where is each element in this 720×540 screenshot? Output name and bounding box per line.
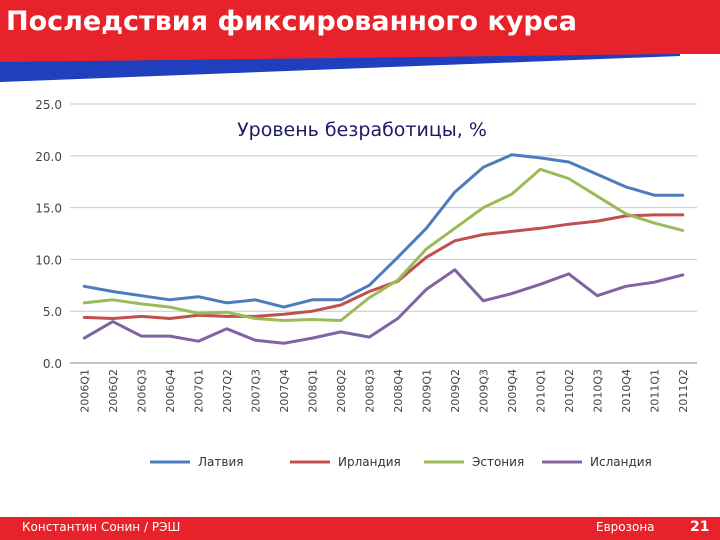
series-line-1 (82, 153, 685, 309)
x-tick-label: 2006Q1 (78, 369, 91, 413)
title-bar (0, 0, 720, 48)
y-tick-label: 5.0 (43, 305, 62, 319)
x-tick-label: 2009Q2 (449, 369, 462, 413)
x-tick-label: 2006Q2 (107, 369, 120, 413)
x-tick-label: 2007Q3 (249, 369, 262, 413)
x-tick-label: 2006Q4 (164, 369, 177, 413)
decorative-stripe (0, 48, 720, 82)
y-tick-label: 15.0 (35, 202, 62, 216)
footer-author: Константин Сонин / РЭШ (22, 520, 181, 534)
x-tick-label: 2009Q4 (506, 369, 519, 413)
chart-title: Уровень безработицы, % (237, 119, 487, 141)
x-tick-label: 2008Q2 (335, 369, 348, 413)
x-tick-label: 2007Q2 (221, 369, 234, 413)
x-tick-label: 2010Q3 (591, 369, 604, 413)
legend-label: Исландия (590, 455, 652, 469)
series-line-4 (82, 268, 685, 345)
y-tick-label: 20.0 (35, 150, 62, 164)
axis-layer: 0.0 5.0 10.0 15.0 20.0 25.0 2006Q1 2006Q2 2006Q3… (35, 98, 697, 413)
x-tick-label: 2010Q4 (620, 369, 633, 413)
grid-layer (70, 103, 697, 364)
series-layer (82, 153, 685, 345)
x-tick-label: 2009Q3 (477, 369, 490, 413)
series-line-2 (82, 213, 685, 320)
series-line-3 (82, 167, 685, 322)
x-tick-label: 2007Q4 (278, 369, 291, 413)
x-tick-label: 2011Q1 (648, 369, 661, 413)
y-tick-label: 0.0 (43, 357, 62, 371)
x-tick-label: 2011Q2 (677, 369, 690, 413)
footer-bar (0, 517, 720, 540)
page-number: 21 (690, 519, 710, 535)
x-tick-label: 2009Q1 (420, 369, 433, 413)
y-tick-label: 25.0 (35, 98, 62, 112)
y-tick-label: 10.0 (35, 253, 62, 267)
legend-label: Латвия (198, 455, 243, 469)
x-tick-label: 2006Q3 (135, 369, 148, 413)
legend-label: Ирландия (338, 455, 401, 469)
x-tick-label: 2010Q2 (563, 369, 576, 413)
x-tick-label: 2008Q4 (392, 369, 405, 413)
x-tick-label: 2007Q1 (192, 369, 205, 413)
chart-frame: 0.0 5.0 10.0 15.0 20.0 25.0 2006Q1 2006Q2 2006Q3… (12, 88, 710, 490)
legend: Латвия Ирландия Эстония Исландия (150, 455, 652, 469)
footer-topic: Еврозона (596, 520, 655, 534)
unemployment-chart: 0.0 5.0 10.0 15.0 20.0 25.0 2006Q1 2006Q2 2006Q3… (35, 98, 697, 469)
legend-label: Эстония (472, 455, 524, 469)
x-tick-label: 2008Q3 (363, 369, 376, 413)
slide-title: Последствия фиксированного курса (6, 6, 577, 37)
x-tick-label: 2008Q1 (306, 369, 319, 413)
x-tick-label: 2010Q1 (534, 369, 547, 413)
